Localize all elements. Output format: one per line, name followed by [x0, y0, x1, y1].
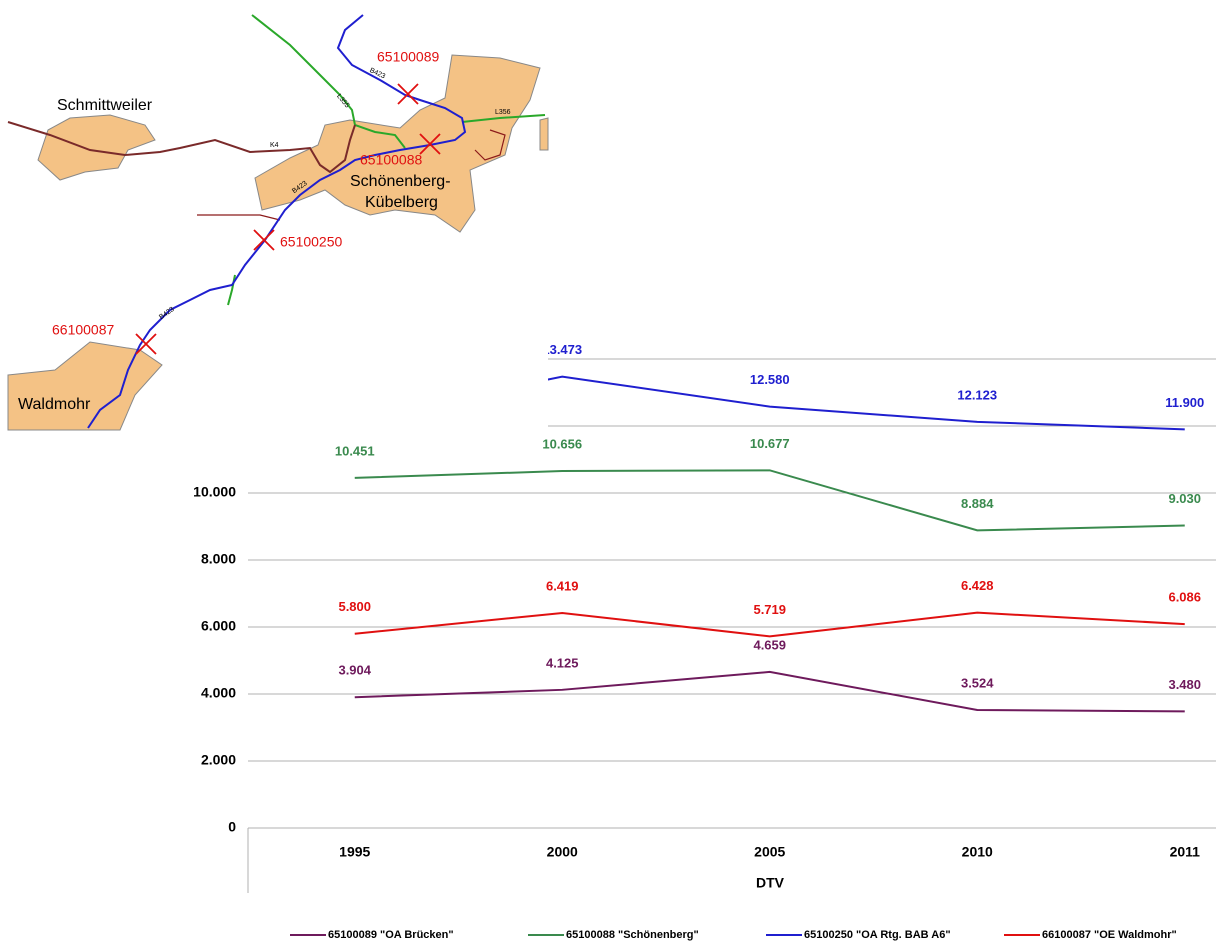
data-label: 5.800 — [338, 599, 371, 614]
road — [197, 214, 281, 221]
road-label: L356 — [495, 109, 511, 116]
x-tick-label: 2011 — [1170, 844, 1201, 860]
data-label: 8.884 — [961, 496, 994, 511]
road — [87, 14, 467, 429]
data-label: 10.656 — [542, 436, 582, 451]
chart: 02.0004.0006.0008.00010.00012.00014.0001… — [193, 342, 1216, 941]
series-line — [354, 611, 1185, 638]
data-label: 3.480 — [1168, 677, 1201, 692]
legend-label: 65100250 "OA Rtg. BAB A6" — [804, 929, 951, 941]
legend-label: 66100087 "OE Waldmohr" — [1042, 929, 1177, 941]
data-label: 5.719 — [753, 602, 786, 617]
data-label: 11.900 — [1165, 395, 1204, 410]
map: Schmittweiler Schönenberg- Kübelberg Wal… — [0, 0, 549, 431]
legend-label: 65100088 "Schönenberg" — [566, 929, 699, 941]
station-label: 65100250 — [280, 234, 343, 250]
y-tick-label: 0 — [228, 819, 236, 835]
data-label: 12.580 — [750, 372, 790, 387]
x-tick-label: 2000 — [547, 844, 578, 860]
station-label: 65100089 — [377, 49, 440, 65]
data-label: 3.524 — [961, 675, 994, 690]
data-label: 4.125 — [546, 655, 579, 670]
town-area — [7, 341, 163, 431]
station-marker — [253, 229, 275, 251]
town-area — [254, 54, 541, 233]
road — [251, 14, 406, 149]
road-label: K4 — [270, 142, 279, 149]
place-label: Kübelberg — [365, 194, 438, 211]
place-label: Schönenberg- — [350, 173, 451, 190]
x-tick-label: 2005 — [754, 844, 785, 860]
station-marker — [135, 333, 157, 355]
data-label: 6.419 — [546, 578, 579, 593]
data-label: 9.030 — [1168, 491, 1201, 506]
place-label: Schmittweiler — [57, 97, 153, 114]
road — [474, 129, 506, 161]
station-label: 66100087 — [52, 322, 115, 338]
y-tick-label: 2.000 — [201, 752, 236, 768]
y-tick-label: 10.000 — [193, 484, 236, 500]
road — [7, 121, 356, 174]
data-label: 10.451 — [335, 443, 375, 458]
station-marker — [397, 83, 419, 105]
data-label: 3.904 — [338, 663, 371, 678]
station-marker — [419, 133, 441, 155]
station-label: 65100088 — [360, 152, 423, 168]
y-tick-label: 8.000 — [201, 551, 236, 567]
road — [461, 114, 546, 123]
x-tick-label: 1995 — [339, 844, 370, 860]
x-tick-label: 2010 — [962, 844, 993, 860]
data-label: 13.473 — [542, 342, 582, 357]
data-label: 6.086 — [1168, 590, 1201, 605]
y-tick-label: 4.000 — [201, 685, 236, 701]
y-tick-label: 6.000 — [201, 618, 236, 634]
road — [227, 274, 236, 306]
town-area — [539, 117, 549, 151]
data-label: 6.428 — [961, 578, 994, 593]
place-label: Waldmohr — [18, 396, 91, 413]
data-label: 12.123 — [957, 387, 997, 402]
legend-label: 65100089 "OA Brücken" — [328, 929, 454, 941]
x-axis-label: DTV — [756, 875, 785, 891]
town-area — [37, 114, 156, 181]
data-label: 10.677 — [750, 436, 790, 451]
data-label: 4.659 — [753, 637, 786, 652]
series-line — [354, 469, 1185, 532]
series-line — [354, 670, 1185, 713]
